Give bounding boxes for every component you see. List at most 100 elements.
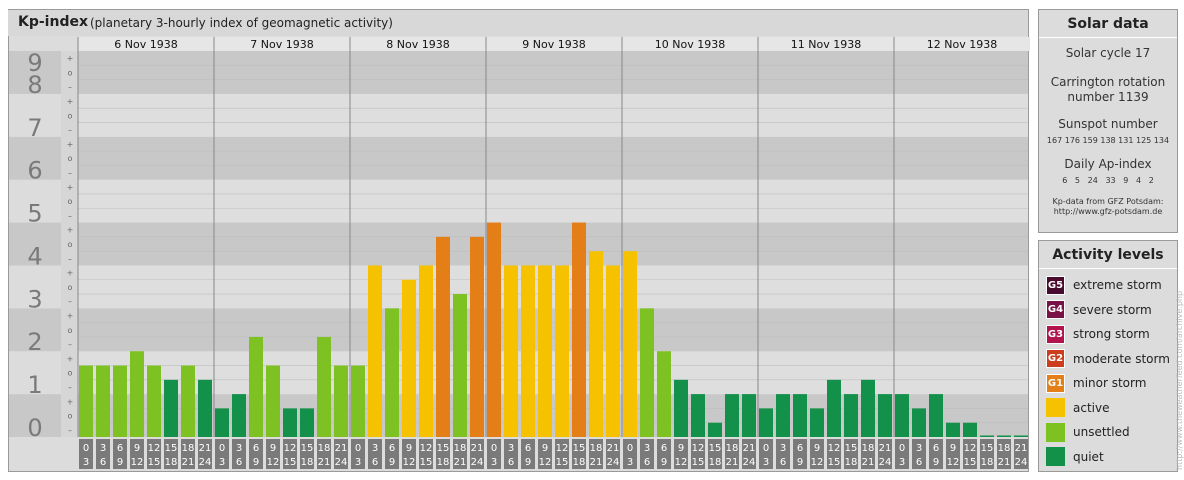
interval-label: 15	[437, 443, 450, 454]
kp-bar	[232, 394, 246, 437]
interval-cell	[317, 439, 331, 469]
interval-cell	[351, 439, 365, 469]
minor-tick-label: –	[68, 211, 72, 220]
interval-cell	[810, 439, 824, 469]
interval-cell	[674, 439, 688, 469]
y-band-4	[9, 222, 61, 266]
ap-index-label: Daily Ap-index	[1064, 157, 1152, 171]
level-swatch: G4	[1046, 300, 1065, 320]
interval-label: 6	[389, 443, 395, 454]
interval-cell	[997, 439, 1011, 469]
interval-label: 18	[709, 457, 722, 468]
interval-label: 12	[539, 457, 552, 468]
y-tick-label: 7	[27, 114, 42, 142]
interval-cell	[419, 439, 433, 469]
activity-level-severe-storm: G4 severe storm	[1039, 298, 1177, 323]
interval-cell	[402, 439, 416, 469]
interval-label: 6	[933, 443, 939, 454]
kp-bar	[164, 379, 178, 437]
activity-levels-list: G5 extreme storm G4 severe storm G3 strong st…	[1039, 269, 1177, 469]
interval-label: 12	[811, 457, 824, 468]
carrington-rotation-line1: Carrington rotation	[1050, 75, 1166, 89]
interval-cell	[878, 439, 892, 469]
interval-label: 6	[508, 457, 514, 468]
activity-level-unsettled: unsettled	[1039, 420, 1177, 445]
interval-cell	[1014, 439, 1028, 469]
interval-label: 6	[916, 457, 922, 468]
interval-label: 3	[100, 443, 106, 454]
interval-cell	[521, 439, 535, 469]
interval-cell	[113, 439, 127, 469]
kp-band-6	[78, 136, 1028, 180]
interval-cell	[164, 439, 178, 469]
interval-cell	[708, 439, 722, 469]
kp-bar	[861, 379, 875, 437]
interval-label: 15	[845, 443, 858, 454]
interval-label: 9	[542, 443, 548, 454]
level-swatch: G3	[1046, 324, 1065, 344]
interval-label: 15	[420, 457, 433, 468]
interval-label: 18	[726, 443, 739, 454]
interval-cell	[487, 439, 501, 469]
interval-cell	[572, 439, 586, 469]
interval-label: 21	[318, 457, 331, 468]
interval-label: 15	[964, 457, 977, 468]
activity-level-quiet: quiet	[1039, 445, 1177, 470]
interval-label: 6	[372, 457, 378, 468]
interval-cell	[657, 439, 671, 469]
interval-label: 15	[709, 443, 722, 454]
kp-bar	[827, 379, 841, 437]
interval-cell	[844, 439, 858, 469]
interval-label: 9	[525, 457, 531, 468]
ap-index-values: 6 5 24 33 9 4 2	[1062, 176, 1154, 185]
source-line2: http://www.gfz-potsdam.de	[1053, 207, 1163, 216]
kp-bar	[402, 279, 416, 437]
day-header-bg	[894, 37, 1030, 51]
interval-label: 15	[556, 457, 569, 468]
interval-cell	[742, 439, 756, 469]
minor-tick-label: –	[68, 126, 72, 135]
day-header: 11 Nov 1938	[791, 38, 861, 51]
kp-bar	[946, 422, 960, 437]
interval-cell	[912, 439, 926, 469]
interval-label: 15	[573, 443, 586, 454]
interval-label: 0	[627, 443, 633, 454]
kp-bar	[198, 379, 212, 437]
interval-label: 6	[236, 457, 242, 468]
interval-label: 6	[780, 457, 786, 468]
minor-tick-label: +	[67, 397, 74, 406]
activity-levels-title: Activity levels	[1039, 241, 1177, 269]
interval-cell	[232, 439, 246, 469]
activity-level-strong-storm: G3 strong storm	[1039, 322, 1177, 347]
interval-label: 0	[83, 443, 89, 454]
interval-cell	[895, 439, 909, 469]
kp-bar	[555, 265, 569, 437]
interval-label: 12	[267, 457, 280, 468]
carrington-rotation-line2: number 1139	[1067, 90, 1149, 104]
y-band-0	[9, 394, 61, 437]
interval-label: 3	[491, 457, 497, 468]
kp-bar	[997, 435, 1011, 437]
interval-label: 9	[678, 443, 684, 454]
interval-label: 18	[301, 457, 314, 468]
kp-band-3	[78, 265, 1028, 309]
minor-tick-label: +	[67, 311, 74, 320]
activity-levels-panel: Activity levels G5 extreme storm G4 severe …	[1038, 240, 1178, 472]
y-band-1	[9, 351, 61, 395]
minor-tick-label: –	[68, 297, 72, 306]
chart-header	[8, 10, 1028, 36]
interval-label: 12	[420, 443, 433, 454]
minor-tick-label: +	[67, 354, 74, 363]
day-header-bg	[622, 37, 758, 51]
minor-tick-column	[61, 51, 78, 437]
interval-label: 12	[675, 457, 688, 468]
interval-label: 24	[199, 457, 212, 468]
interval-cell	[368, 439, 382, 469]
kp-bar	[708, 422, 722, 437]
interval-label: 0	[219, 443, 225, 454]
interval-label: 24	[471, 457, 484, 468]
interval-cell	[929, 439, 943, 469]
interval-cell	[96, 439, 110, 469]
interval-label: 0	[763, 443, 769, 454]
interval-label: 9	[253, 457, 259, 468]
